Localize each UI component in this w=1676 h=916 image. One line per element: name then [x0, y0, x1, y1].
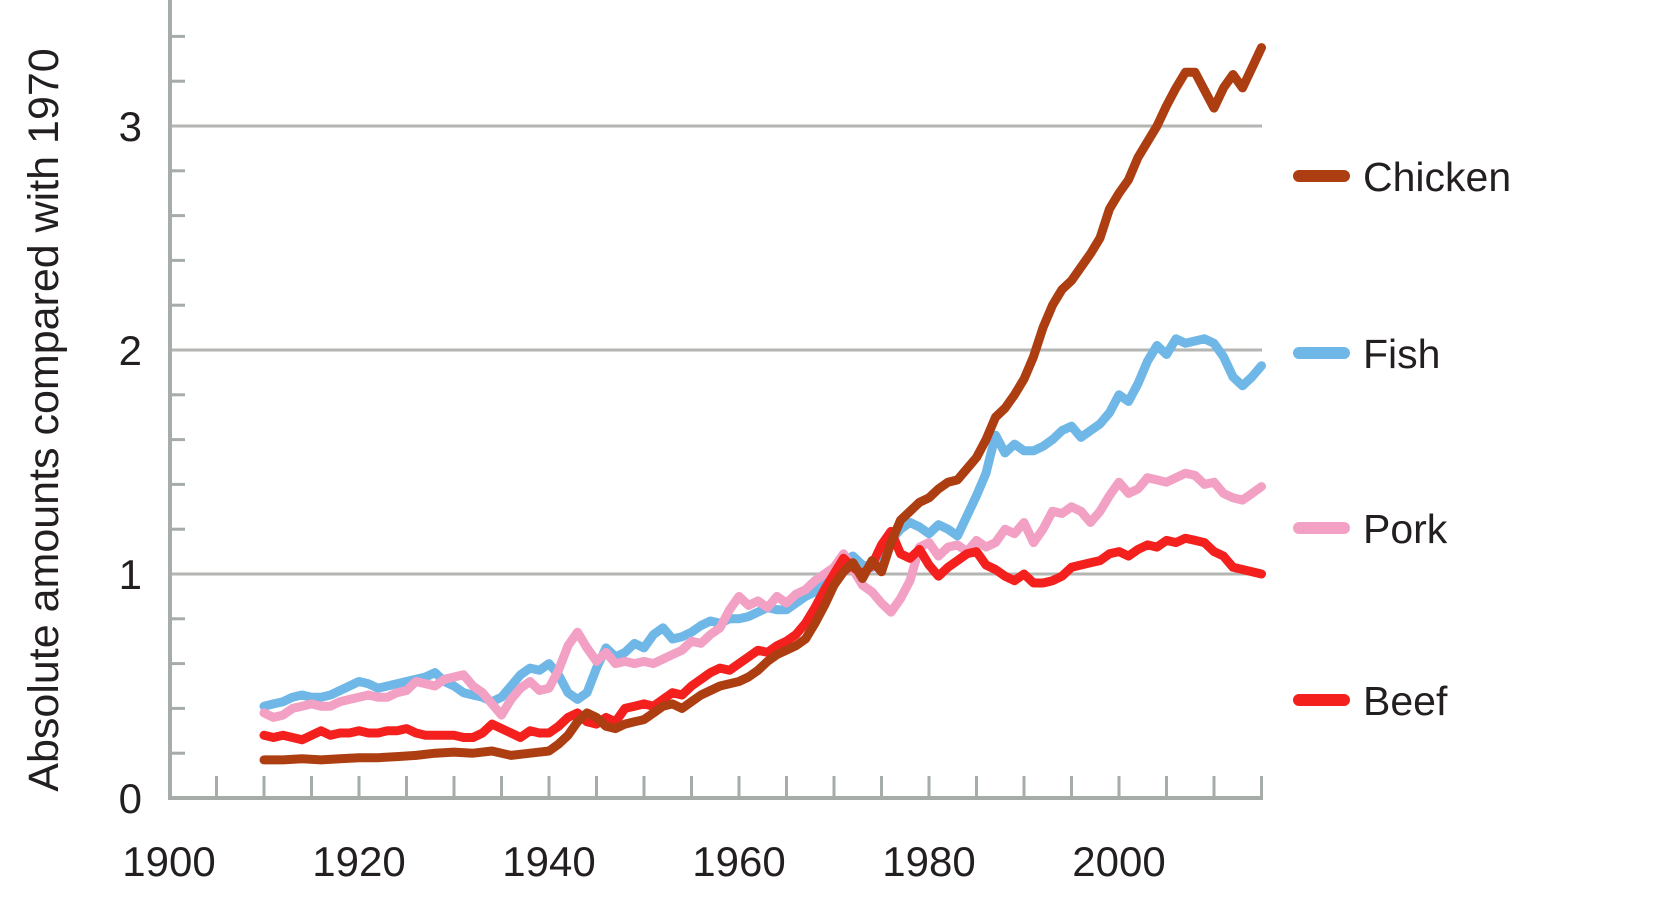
legend-label-pork: Pork — [1363, 506, 1448, 552]
legend-item-pork: Pork — [1293, 506, 1448, 552]
x-tick-label-1940: 1940 — [502, 838, 595, 885]
series-line-chicken — [259, 43, 1266, 765]
y-tick-label-3: 3 — [119, 103, 142, 150]
legend-item-chicken: Chicken — [1293, 154, 1511, 200]
axis-ticks — [170, 34, 1263, 798]
y-tick-label-1: 1 — [119, 551, 142, 598]
axes — [168, 0, 1263, 800]
y-axis-title: Absolute amounts compared with 1970 — [20, 48, 68, 791]
series-line-pork — [259, 468, 1266, 722]
series-line-fish — [259, 334, 1266, 711]
y-tick-label-2: 2 — [119, 327, 142, 374]
legend-label-fish: Fish — [1363, 331, 1440, 377]
axis-tick-labels: 1900 1920 1940 1960 1980 2000 0 1 2 3 — [119, 103, 1166, 885]
legend: Chicken Fish Pork Beef — [1293, 154, 1511, 724]
legend-item-beef: Beef — [1293, 678, 1448, 724]
gridlines — [170, 124, 1262, 576]
x-tick-label-1920: 1920 — [312, 838, 405, 885]
x-tick-label-1960: 1960 — [692, 838, 785, 885]
legend-item-fish: Fish — [1293, 331, 1440, 377]
series-line-beef — [259, 526, 1266, 745]
y-tick-label-0: 0 — [119, 775, 142, 822]
x-tick-label-1980: 1980 — [882, 838, 975, 885]
legend-label-chicken: Chicken — [1363, 154, 1511, 200]
legend-label-beef: Beef — [1363, 678, 1448, 724]
x-tick-label-2000: 2000 — [1072, 838, 1165, 885]
series-lines — [259, 43, 1266, 765]
x-tick-label-1900: 1900 — [122, 838, 215, 885]
